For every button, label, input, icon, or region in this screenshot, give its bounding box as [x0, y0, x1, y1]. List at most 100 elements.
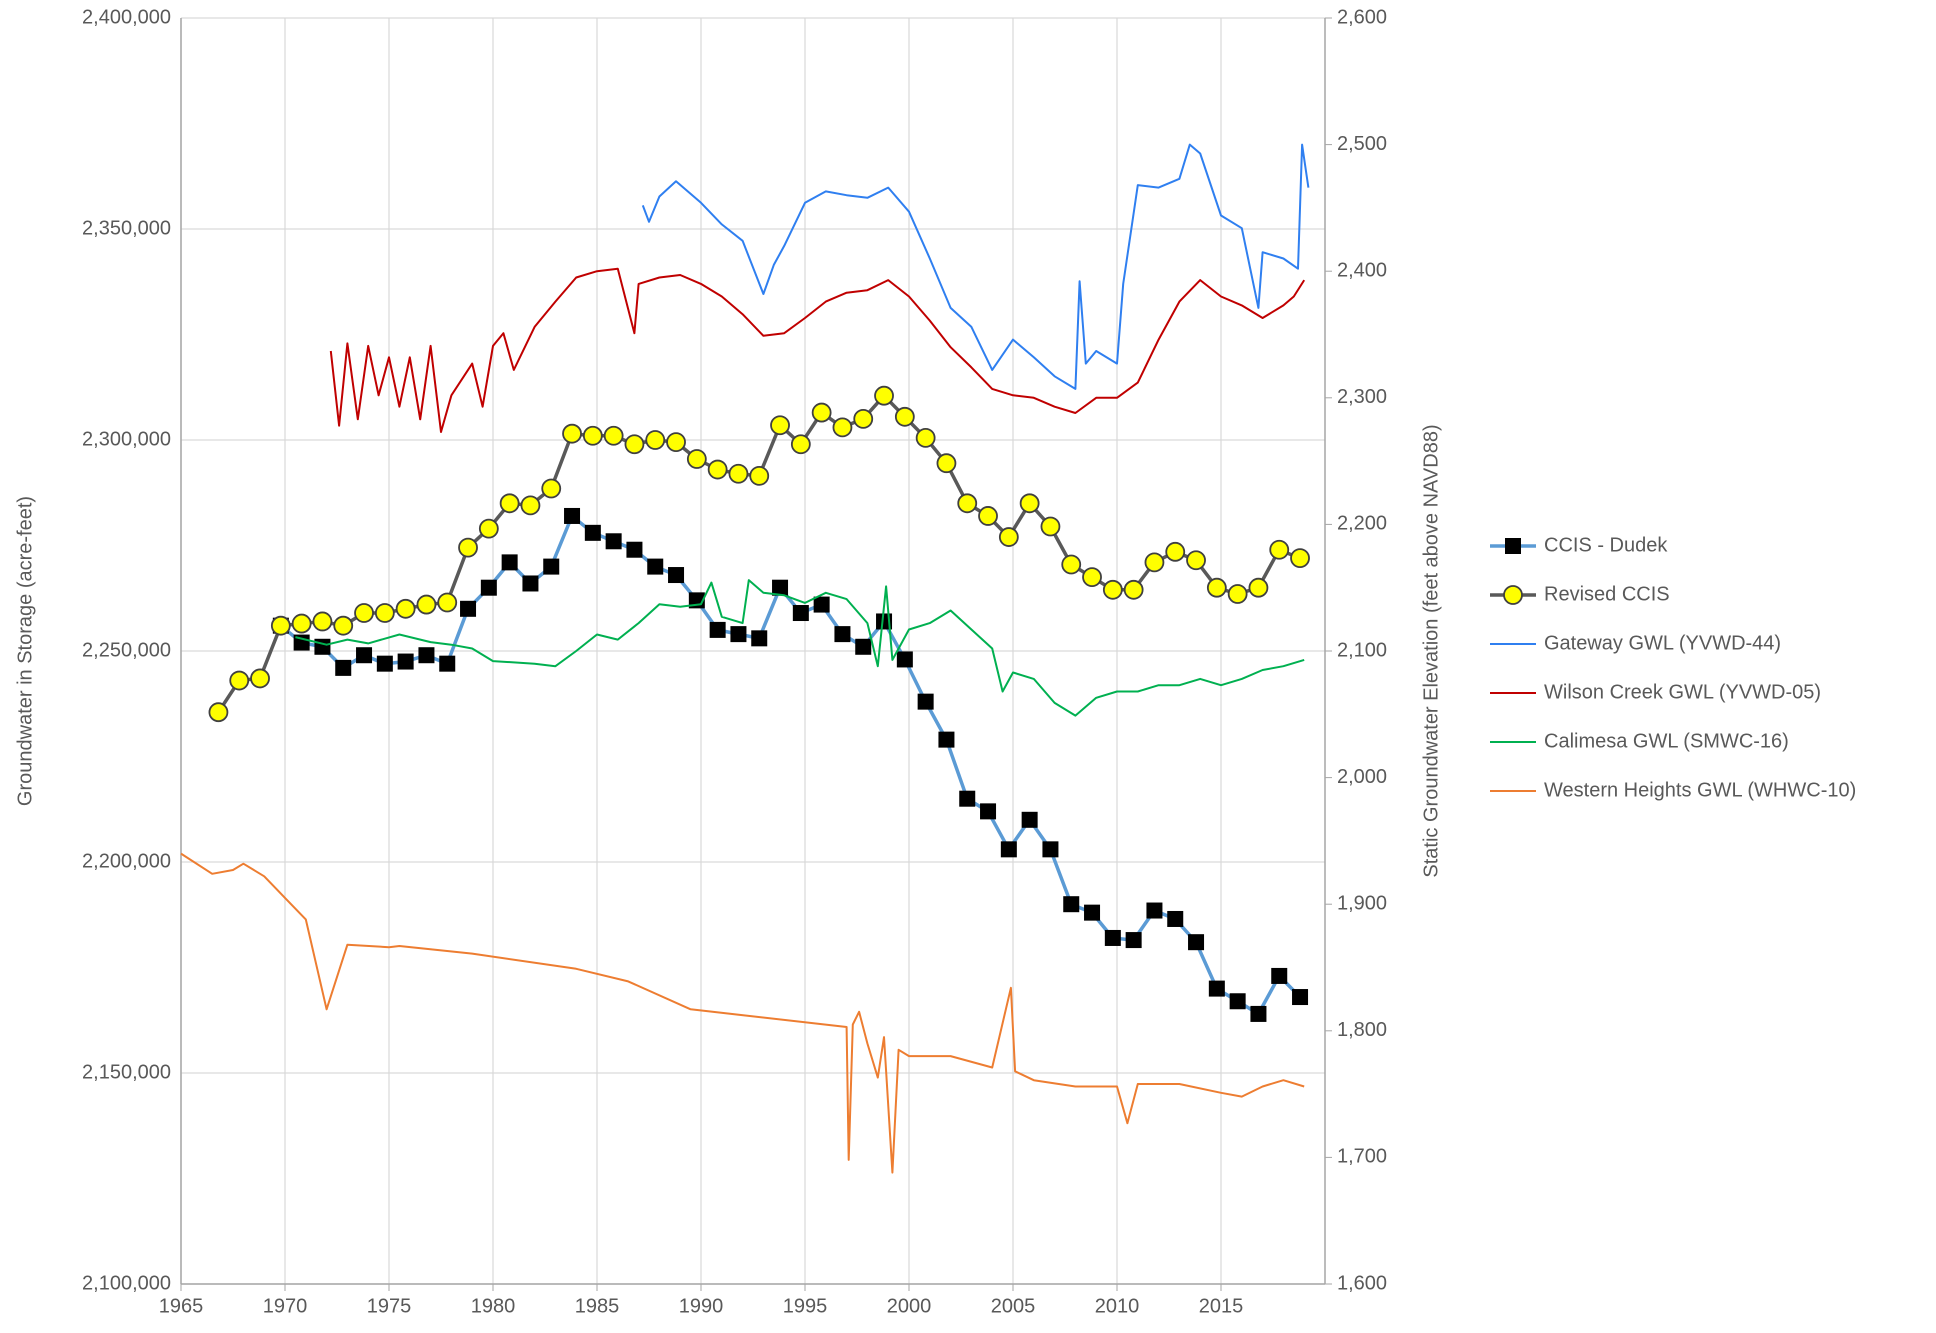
data-point — [397, 653, 414, 670]
data-point — [709, 621, 726, 638]
data-point — [998, 527, 1019, 547]
data-point — [853, 408, 874, 429]
data-point — [1167, 910, 1184, 927]
data-point — [605, 533, 622, 550]
data-point — [356, 647, 373, 664]
data-point — [834, 626, 851, 643]
data-point — [1063, 896, 1080, 913]
data-point — [896, 651, 913, 668]
data-point — [749, 465, 770, 486]
data-point — [1061, 554, 1082, 575]
data-point — [499, 493, 520, 514]
data-point — [418, 647, 435, 664]
y-tick-label: 2,150,000 — [82, 1061, 171, 1083]
data-point — [1229, 993, 1246, 1010]
data-point — [291, 613, 312, 634]
y2-tick-label: 2,500 — [1337, 133, 1387, 155]
data-point — [1144, 552, 1165, 573]
data-point — [1248, 577, 1269, 598]
data-point — [792, 605, 809, 622]
data-point — [1125, 932, 1142, 949]
data-point — [520, 495, 541, 516]
data-point — [645, 430, 666, 450]
x-tick-label: 1965 — [159, 1295, 204, 1317]
data-point — [917, 693, 934, 710]
data-point — [707, 459, 728, 480]
data-point — [1271, 967, 1288, 984]
data-point — [582, 425, 603, 446]
data-point — [647, 558, 664, 575]
data-point — [374, 603, 395, 623]
data-point — [1250, 1005, 1267, 1022]
data-point — [312, 611, 333, 632]
data-point — [208, 702, 229, 723]
data-point — [1123, 579, 1144, 600]
data-point — [354, 603, 374, 623]
data-point — [1186, 550, 1206, 571]
data-point — [439, 655, 456, 672]
data-point — [686, 449, 707, 469]
y-axis-title: Groundwater in Storage (acre-feet) — [14, 496, 36, 806]
data-point — [1292, 989, 1309, 1006]
legend-label: Wilson Creek GWL (YVWD-05) — [1544, 681, 1821, 703]
data-point — [501, 554, 518, 571]
y2-axis-title: Static Groundwater Elevation (feet above… — [1420, 424, 1442, 877]
data-point — [728, 463, 749, 484]
legend-label: Calimesa GWL (SMWC-16) — [1544, 730, 1789, 752]
x-tick-label: 1975 — [367, 1295, 412, 1317]
data-point — [458, 537, 478, 558]
data-point — [480, 579, 497, 596]
y2-tick-label: 2,400 — [1337, 259, 1387, 281]
data-point — [1146, 902, 1163, 919]
x-tick-label: 1995 — [783, 1295, 828, 1317]
x-tick-label: 2010 — [1095, 1295, 1140, 1317]
data-point — [772, 579, 789, 596]
data-point — [624, 434, 645, 455]
data-point — [395, 598, 416, 619]
data-point — [270, 615, 291, 636]
data-point — [894, 406, 915, 427]
data-point — [1206, 577, 1227, 598]
y2-tick-label: 1,800 — [1337, 1019, 1387, 1041]
data-point — [957, 493, 978, 514]
data-point — [813, 596, 830, 613]
legend-label: CCIS - Dudek — [1544, 534, 1668, 556]
legend-label: Western Heights GWL (WHWC-10) — [1544, 779, 1856, 801]
data-point — [1165, 541, 1186, 562]
data-point — [1042, 841, 1059, 858]
data-point — [751, 630, 768, 647]
data-point — [1082, 567, 1102, 588]
data-point — [626, 541, 643, 558]
data-point — [584, 524, 601, 541]
data-point — [603, 425, 624, 446]
x-tick-label: 1985 — [575, 1295, 620, 1317]
y2-tick-label: 1,900 — [1337, 892, 1387, 914]
x-tick-label: 1990 — [679, 1295, 724, 1317]
x-tick-label: 2000 — [887, 1295, 932, 1317]
data-point — [874, 385, 894, 406]
data-point — [1269, 539, 1290, 560]
y2-tick-label: 2,000 — [1337, 766, 1387, 788]
y-tick-label: 2,400,000 — [82, 6, 171, 28]
data-point — [1290, 548, 1310, 569]
data-point — [1102, 579, 1123, 600]
y2-tick-label: 2,200 — [1337, 513, 1387, 535]
series-line — [641, 143, 1310, 390]
data-point — [832, 417, 853, 438]
data-point — [562, 423, 582, 444]
x-tick-label: 1970 — [263, 1295, 308, 1317]
y-tick-label: 2,200,000 — [82, 850, 171, 872]
data-point — [936, 453, 957, 474]
y-tick-label: 2,350,000 — [82, 217, 171, 239]
y-tick-label: 2,250,000 — [82, 639, 171, 661]
data-point — [460, 600, 477, 617]
x-tick-label: 2015 — [1199, 1295, 1244, 1317]
data-point — [978, 506, 998, 526]
y2-tick-label: 1,700 — [1337, 1146, 1387, 1168]
data-point — [938, 731, 955, 748]
data-point — [543, 558, 560, 575]
data-point — [314, 638, 331, 655]
data-point — [522, 575, 539, 592]
y2-tick-label: 2,100 — [1337, 639, 1387, 661]
